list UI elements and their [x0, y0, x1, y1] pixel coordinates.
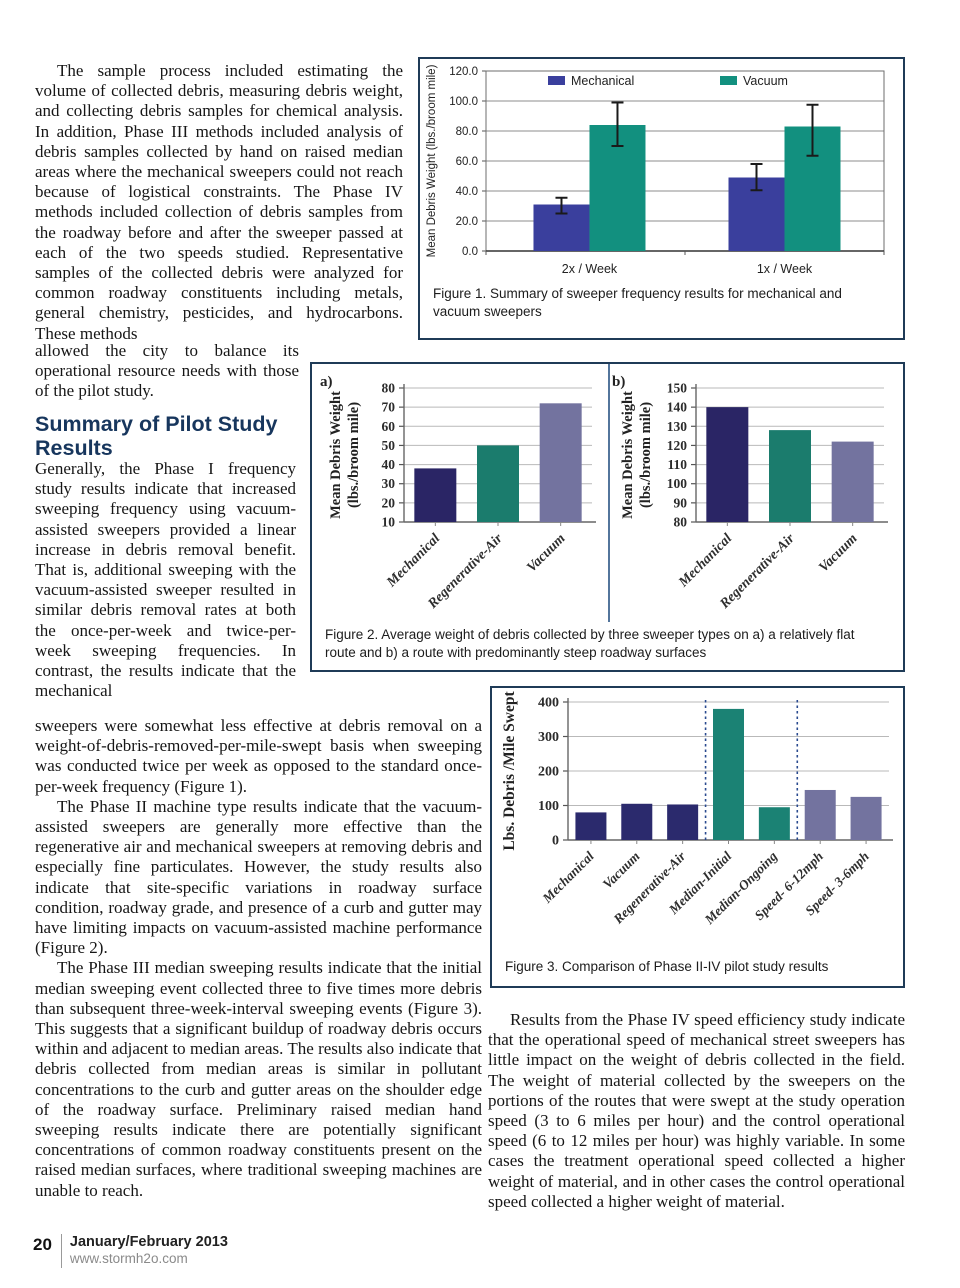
svg-text:100.0: 100.0	[449, 96, 478, 108]
svg-text:2x / Week: 2x / Week	[562, 262, 618, 276]
svg-text:80.0: 80.0	[456, 126, 478, 138]
svg-text:10: 10	[382, 515, 396, 530]
paragraph-phase1-continued: sweepers were somewhat less effective at…	[35, 716, 482, 796]
left-column-lower: sweepers were somewhat less effective at…	[35, 716, 482, 1201]
svg-text:Mechanical: Mechanical	[383, 531, 443, 591]
svg-text:Mean Debris Weight: Mean Debris Weight	[328, 391, 344, 519]
paragraph-phase3-results: The Phase III median sweeping results in…	[35, 958, 482, 1200]
svg-text:120.0: 120.0	[449, 66, 478, 78]
figure2: 10 20 30 40 50 60 70 80 Mechanical Regenerative-A…	[310, 362, 905, 672]
svg-text:80: 80	[674, 515, 688, 530]
paragraph-sample-process: The sample process included estimating t…	[35, 61, 403, 343]
svg-text:100: 100	[538, 799, 559, 814]
svg-text:30: 30	[382, 476, 396, 491]
svg-text:100: 100	[667, 476, 688, 491]
footer-website: www.stormh2o.com	[69, 1251, 188, 1266]
svg-text:110: 110	[667, 457, 687, 472]
svg-text:1x / Week: 1x / Week	[757, 262, 813, 276]
svg-text:80: 80	[382, 381, 396, 396]
figure3-caption: Figure 3. Comparison of Phase II-IV pilo…	[505, 959, 829, 974]
footer-issue: January/February 2013	[69, 1234, 228, 1250]
figure2-panels: 10 20 30 40 50 60 70 80 Mechanical Regenerative-A…	[312, 364, 903, 624]
svg-text:70: 70	[382, 400, 396, 415]
svg-text:Vacuum: Vacuum	[600, 849, 643, 892]
svg-text:(lbs./broom mile): (lbs./broom mile)	[346, 402, 362, 508]
page-footer: 20 January/February 2013 www.stormh2o.co…	[33, 1234, 228, 1268]
svg-text:40: 40	[382, 457, 396, 472]
figure1-bar-chart: 0.0 20.0 40.0 60.0 80.0 100.0 120.0 2x / Week 1x…	[426, 64, 885, 276]
svg-text:Mechanical: Mechanical	[571, 74, 634, 88]
paragraph-sample-process-continued: allowed the city to balance its operatio…	[35, 341, 299, 401]
svg-text:60.0: 60.0	[456, 156, 478, 168]
svg-text:b): b)	[612, 374, 625, 390]
figure2-caption: Figure 2. Average weight of debris colle…	[325, 627, 855, 660]
svg-text:Lbs. Debris /Mile Swept: Lbs. Debris /Mile Swept	[501, 691, 518, 851]
svg-text:40.0: 40.0	[456, 186, 478, 198]
svg-text:60: 60	[382, 419, 396, 434]
paragraph-phase1-results: Generally, the Phase I frequency study r…	[35, 459, 296, 701]
svg-text:20.0: 20.0	[456, 216, 478, 228]
svg-text:0.0: 0.0	[462, 246, 478, 258]
page-number: 20	[33, 1235, 52, 1254]
svg-text:130: 130	[667, 419, 688, 434]
footer-divider	[60, 1234, 62, 1268]
footer-issue-block: January/February 2013 www.stormh2o.com	[70, 1234, 228, 1266]
svg-text:Vacuum: Vacuum	[743, 74, 788, 88]
paragraph-phase4-results: Results from the Phase IV speed efficien…	[488, 1010, 905, 1211]
figure1-caption: Figure 1. Summary of sweeper frequency r…	[433, 286, 842, 319]
svg-text:200: 200	[538, 765, 559, 780]
figure3: 0 100 200 300 400 Mechanical Vacuum Regenerativ…	[490, 686, 905, 988]
svg-text:Vacuum: Vacuum	[524, 531, 568, 575]
svg-text:a): a)	[320, 374, 333, 390]
figure1: 0.0 20.0 40.0 60.0 80.0 100.0 120.0 2x / Week 1x…	[418, 57, 905, 340]
svg-text:90: 90	[674, 495, 688, 510]
svg-text:400: 400	[538, 696, 559, 711]
svg-text:120: 120	[667, 438, 688, 453]
svg-text:Mean Debris Weight: Mean Debris Weight	[620, 391, 636, 519]
svg-text:20: 20	[382, 495, 396, 510]
svg-text:Mechanical: Mechanical	[675, 531, 735, 591]
svg-text:300: 300	[538, 730, 559, 745]
figure2-panel-divider	[607, 364, 610, 622]
section-heading: Summary of Pilot Study Results	[35, 412, 278, 460]
svg-text:(lbs./broom mile): (lbs./broom mile)	[638, 402, 654, 508]
svg-text:Mechanical: Mechanical	[539, 848, 597, 906]
paragraph-phase2-results: The Phase II machine type results indica…	[35, 796, 482, 958]
figure2b-bar-chart: 8090100110120130140150MechanicalRegenera…	[612, 374, 888, 612]
svg-text:0: 0	[552, 834, 559, 849]
svg-text:Mean Debris Weight (lbs./broom: Mean Debris Weight (lbs./broom mile)	[426, 64, 438, 257]
svg-text:Vacuum: Vacuum	[816, 531, 860, 575]
svg-text:150: 150	[667, 381, 688, 396]
svg-text:140: 140	[667, 400, 688, 415]
svg-text:50: 50	[382, 438, 396, 453]
figure2a-bar-chart: 1020304050607080MechanicalRegenerative-A…	[320, 374, 596, 612]
